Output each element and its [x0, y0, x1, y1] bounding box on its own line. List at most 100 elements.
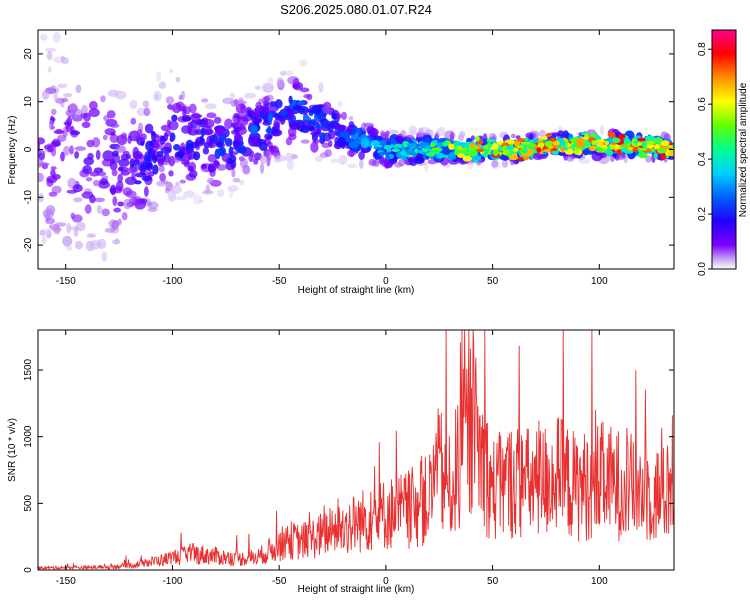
heatmap-blob [510, 133, 516, 139]
x-tick-label: 100 [591, 576, 608, 587]
heatmap-blob [599, 124, 605, 136]
heatmap-blob [394, 143, 403, 149]
heatmap-blob [468, 149, 478, 157]
heatmap-blob [440, 145, 451, 156]
heatmap-blob [279, 110, 288, 116]
y-tick-label: -10 [23, 190, 34, 205]
heatmap-blob [51, 185, 62, 194]
heatmap-blob [146, 201, 153, 207]
colorbar-tick-label: 0.2 [697, 207, 708, 221]
heatmap-blob [359, 159, 364, 169]
heatmap-blob [206, 112, 217, 119]
heatmap-blob [187, 126, 193, 135]
x-tick-label: -150 [56, 576, 76, 587]
heatmap-blob [263, 113, 270, 123]
heatmap-blob [247, 109, 251, 116]
heatmap-blob [187, 165, 194, 172]
heatmap-blob [637, 137, 646, 142]
snr-y-ticks: 0 500 1000 1500 [23, 358, 674, 573]
heatmap-blob [578, 157, 591, 164]
heatmap-blob [664, 151, 671, 156]
heatmap-blob [69, 145, 74, 155]
heatmap-blob [394, 135, 404, 146]
y-tick-label: 10 [23, 96, 34, 108]
heatmap-blob [188, 103, 197, 114]
x-tick-label: -150 [56, 276, 76, 287]
heatmap-blob [208, 166, 217, 172]
heatmap-blob [315, 155, 323, 163]
heatmap-blob [493, 149, 499, 156]
heatmap-blob [109, 161, 118, 171]
heatmap-blob [338, 154, 348, 165]
heatmap-blob [656, 148, 667, 154]
heatmap-blob [131, 172, 136, 182]
heatmap-blob [301, 125, 312, 129]
heatmap-blob [538, 142, 545, 148]
heatmap-blob [596, 142, 605, 148]
heatmap-blob [530, 143, 536, 148]
heatmap-blob [617, 134, 626, 139]
heatmap-blob [454, 150, 459, 156]
heatmap-blob [156, 180, 166, 187]
heatmap-blob [73, 197, 83, 203]
heatmap-blob [213, 116, 222, 124]
heatmap-blob [83, 112, 91, 122]
heatmap-blob [557, 130, 564, 138]
heatmap-blob [408, 125, 418, 136]
heatmap-blob [296, 101, 306, 106]
heatmap-blob [250, 109, 261, 118]
heatmap-blob [169, 69, 174, 74]
heatmap-blob [169, 106, 179, 111]
x-tick-label: 50 [487, 276, 499, 287]
heatmap-blob [267, 104, 279, 113]
heatmap-blob [100, 95, 106, 103]
heatmap-blob [407, 157, 412, 163]
heatmap-blob [165, 96, 175, 105]
heatmap-blob [591, 140, 597, 146]
x-tick-label: 0 [383, 576, 389, 587]
heatmap-blob [198, 199, 204, 204]
heatmap-blob [337, 100, 344, 108]
heatmap-blob [370, 140, 380, 146]
heatmap-blob [86, 139, 95, 148]
x-tick-label: -100 [162, 276, 182, 287]
heatmap-blob [501, 159, 509, 168]
heatmap-blob [57, 83, 68, 89]
heatmap-blob [322, 105, 330, 114]
heatmap-blob [99, 178, 109, 185]
heatmap-blob [193, 151, 201, 161]
heatmap-blob [363, 122, 374, 128]
heatmap-blob [669, 149, 674, 157]
heatmap-blob [536, 147, 542, 153]
heatmap-blob [637, 147, 648, 151]
heatmap-blob [136, 107, 146, 117]
heatmap-blob [336, 113, 343, 119]
heatmap-blob [156, 150, 164, 158]
heatmap-blob [370, 128, 379, 137]
heatmap-blob [157, 157, 165, 165]
heatmap-blob [216, 164, 227, 171]
heatmap-blob [532, 152, 544, 161]
heatmap-blob [111, 239, 121, 245]
heatmap-blob [152, 133, 159, 138]
heatmap-blob [376, 147, 381, 151]
heatmap-blob [50, 166, 57, 171]
heatmap-blob [38, 172, 44, 183]
snr-x-ticks: -150 -100 -50 0 50 100 [56, 330, 608, 587]
heatmap-blob [474, 159, 479, 163]
heatmap-blob [183, 161, 190, 168]
heatmap-blob [645, 135, 655, 142]
heatmap-blob [637, 142, 642, 146]
heatmap-blob [175, 181, 181, 186]
heatmap-blob [168, 155, 176, 167]
heatmap-blob [175, 196, 187, 201]
heatmap-blob [299, 59, 308, 67]
heatmap-blob [605, 149, 614, 156]
heatmap-blob [350, 125, 357, 136]
heatmap-blob [87, 152, 94, 160]
heatmap-blob [40, 150, 46, 158]
heatmap-blob [202, 118, 215, 129]
heatmap-y-ticks: -20 -10 0 10 20 [23, 48, 674, 252]
heatmap-blob [183, 190, 196, 198]
heatmap-blob [565, 143, 571, 148]
